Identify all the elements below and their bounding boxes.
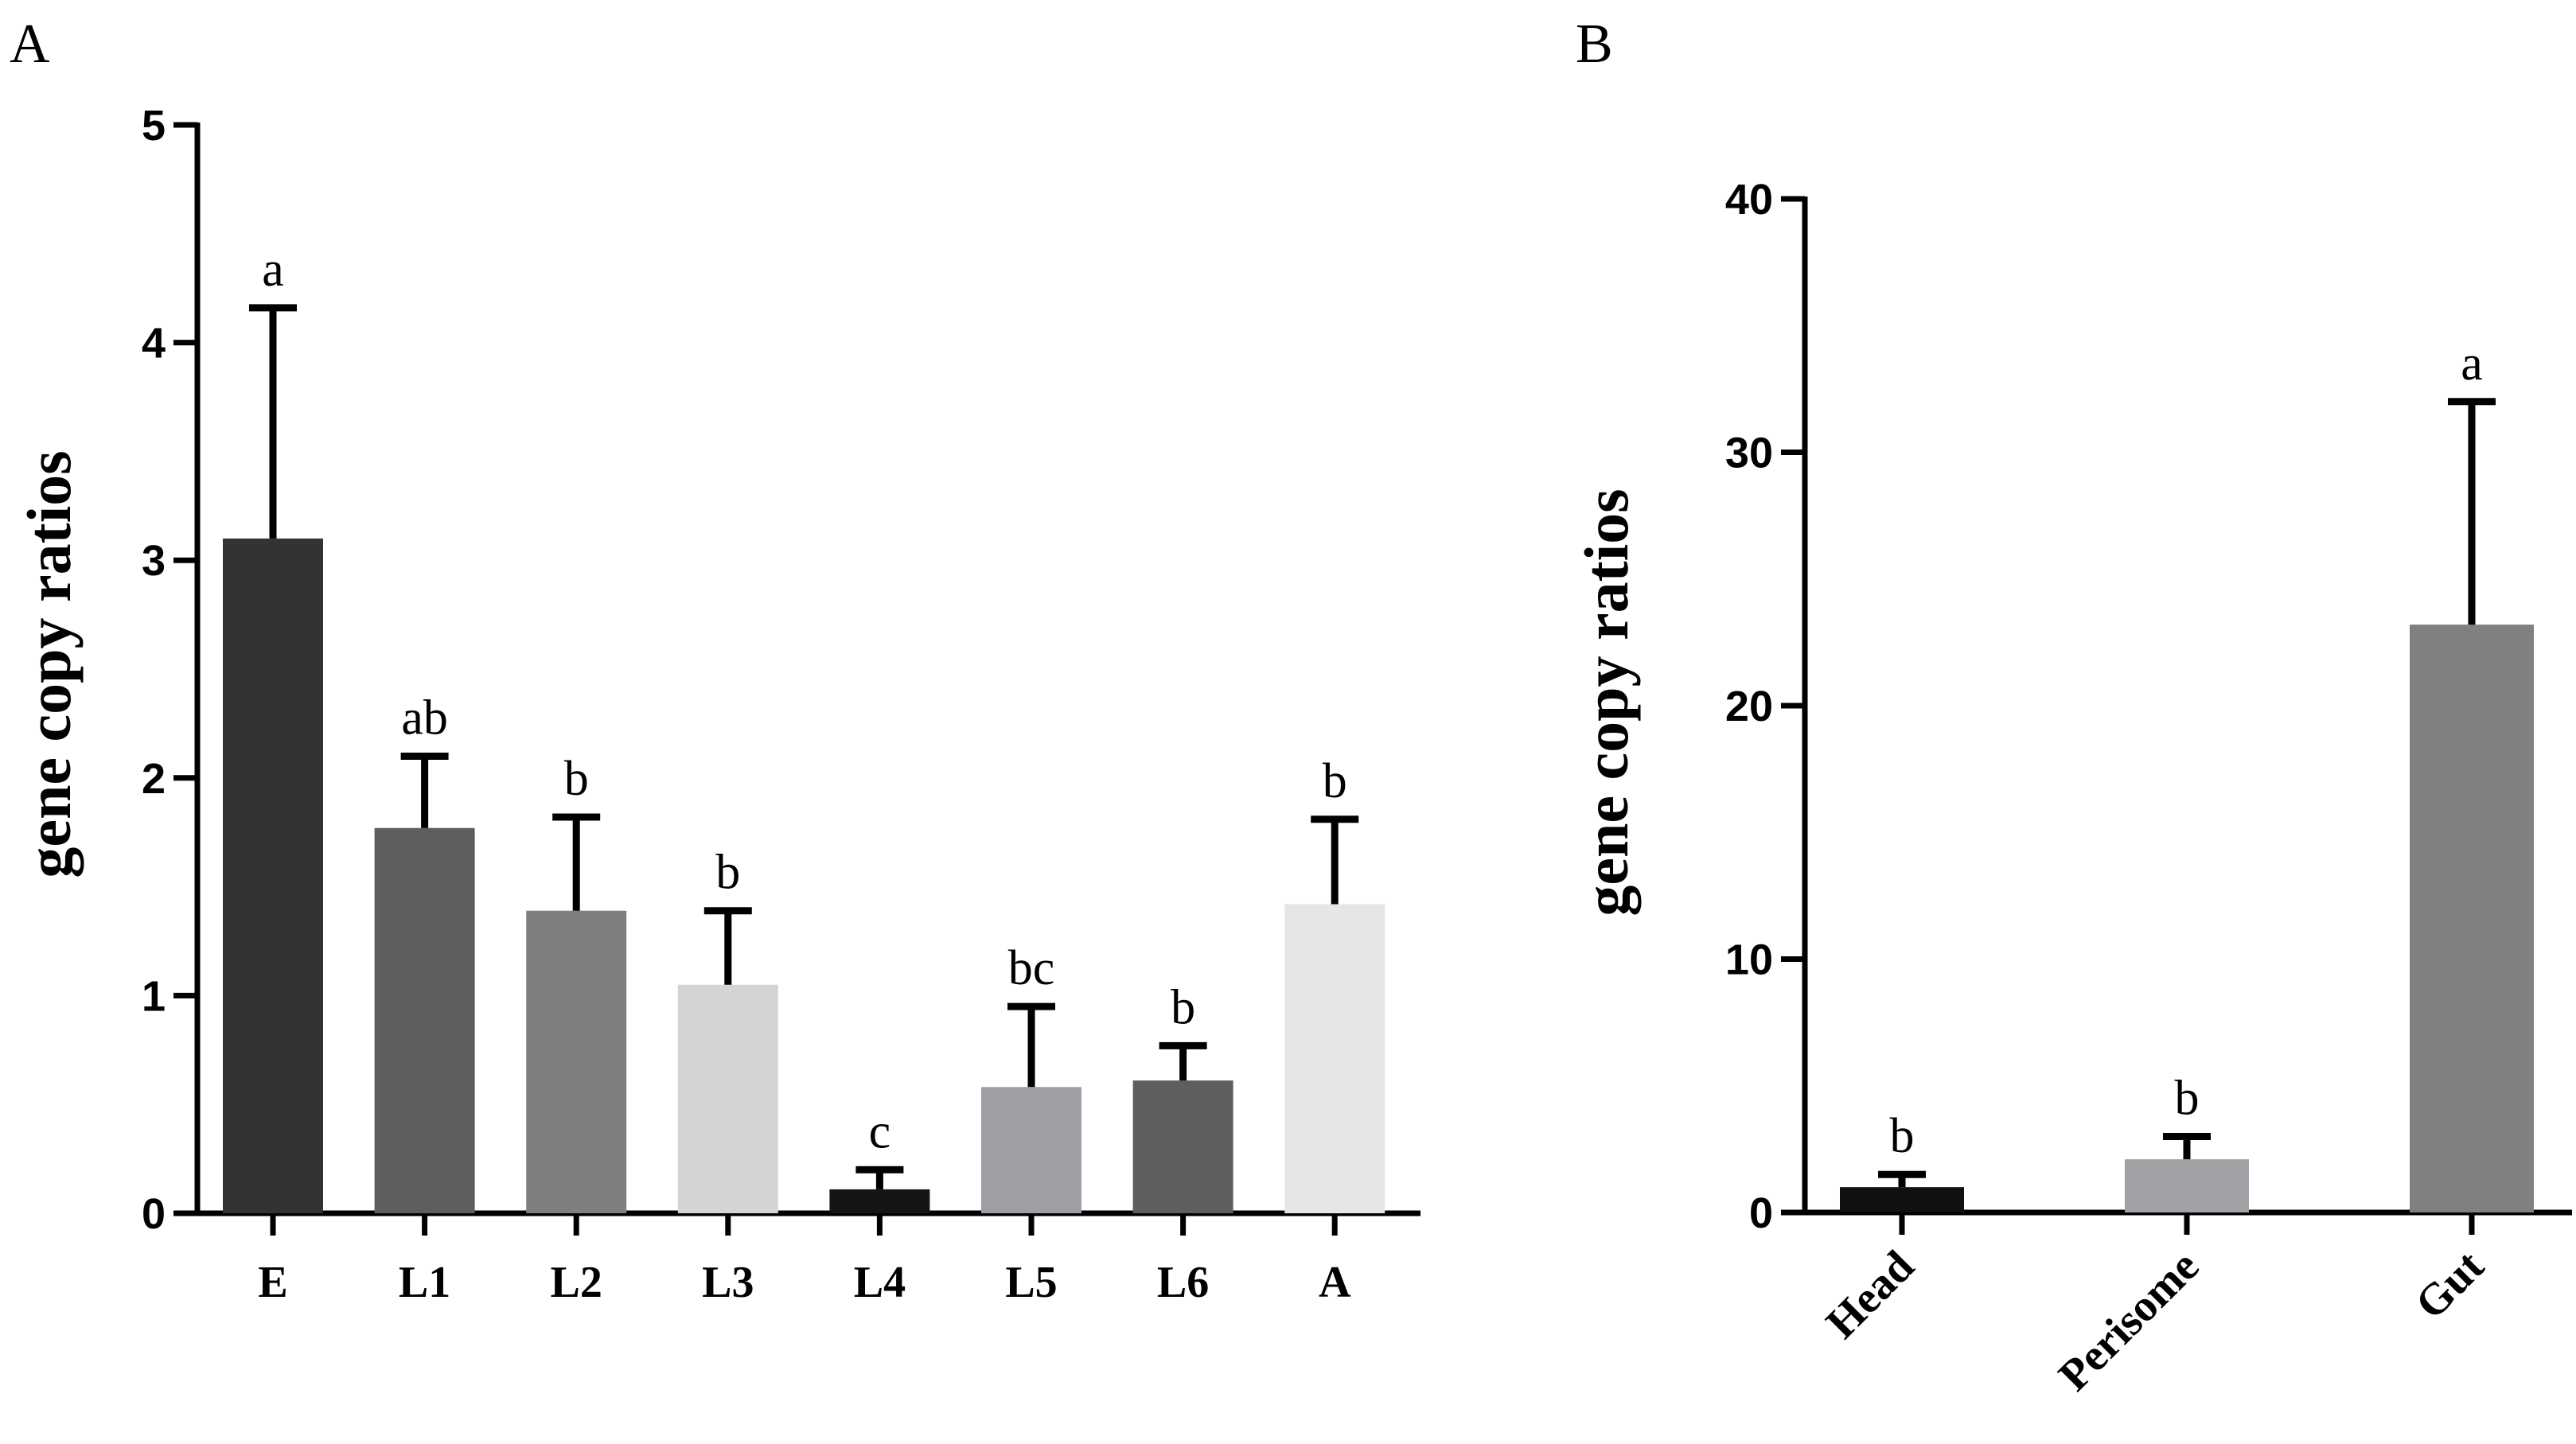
- panel-b-bar-head: [1840, 1187, 1964, 1212]
- panel-b-y-tick-label: 10: [1725, 936, 1773, 984]
- panel-a-y-tick-label: 4: [142, 320, 166, 368]
- panel-a-bar-l1: [374, 827, 475, 1213]
- panel-b-bar-perisome: [2125, 1159, 2249, 1212]
- panel-a-error-bar-l2: [552, 813, 601, 911]
- panel-b-x-tick-label: Gut: [2406, 1241, 2493, 1329]
- panel-a-bar-l5: [981, 1087, 1081, 1213]
- panel-a-x-tick-label: A: [1319, 1258, 1351, 1307]
- panel-b-error-bar-head: [1878, 1170, 1926, 1188]
- panel-b-significance-label: a: [2461, 337, 2483, 391]
- panel-a-significance-label: a: [262, 243, 284, 297]
- panel-a-x-tick-label: L5: [1005, 1258, 1057, 1307]
- panel-b-significance-label: b: [2175, 1071, 2200, 1125]
- panel-a-label: A: [10, 14, 50, 75]
- panel-b-y-tick-label: 0: [1749, 1189, 1773, 1237]
- panel-a-significance-label: ab: [401, 691, 448, 745]
- panel-a-y-tick-label: 3: [142, 537, 166, 585]
- panel-b-bar-gut: [2410, 625, 2534, 1212]
- panel-a: A gene copy ratios 0 1 2 3 4 5 a Eab L1 b L2 b L3 c L4…: [10, 14, 1421, 1307]
- panel-a-x-tick-label: L3: [702, 1258, 754, 1307]
- panel-a-bar-l2: [526, 910, 627, 1213]
- panel-b-y-axis-label: gene copy ratios: [1572, 488, 1641, 916]
- panel-a-error-bar-e: [249, 304, 297, 539]
- panel-a-y-tick-label: 0: [142, 1190, 166, 1238]
- panel-a-x-tick-label: L1: [399, 1258, 450, 1307]
- panel-b-y-tick-label: 30: [1725, 430, 1773, 477]
- panel-a-error-bar-l5: [1007, 1002, 1055, 1088]
- panel-a-error-bar-l6: [1159, 1041, 1207, 1081]
- panel-a-significance-label: b: [715, 846, 740, 900]
- panel-b-y-tick-label: 20: [1725, 683, 1773, 730]
- panel-a-bar-a: [1284, 904, 1385, 1213]
- panel-b-x-tick-label: Head: [1817, 1241, 1923, 1348]
- panel-b-plot: 010203040bHeadbPerisomeaGutcFat body: [1725, 176, 2572, 1400]
- panel-a-error-bar-a: [1311, 815, 1359, 905]
- panel-a-error-bar-l3: [703, 907, 752, 985]
- panel-a-x-tick-label: E: [258, 1258, 287, 1307]
- panel-b-x-tick-label: Perisome: [2049, 1241, 2208, 1400]
- panel-a-y-tick-label: 2: [142, 755, 166, 803]
- panel-a-y-tick-label: 5: [142, 102, 166, 150]
- panel-b-error-bar-gut: [2448, 398, 2496, 625]
- panel-a-significance-label: bc: [1008, 941, 1055, 995]
- panel-b-error-bar-perisome: [2163, 1132, 2211, 1160]
- panel-a-bar-l3: [677, 984, 778, 1213]
- panel-a-y-axis-label: gene copy ratios: [14, 450, 84, 878]
- panel-a-x-tick-label: L6: [1157, 1258, 1209, 1307]
- panel-a-x-tick-label: L4: [854, 1258, 906, 1307]
- panel-a-y-tick-label: 1: [142, 972, 166, 1020]
- panel-a-plot: 0 1 2 3 4 5 a Eab L1 b L2 b L3 c L4 bc L5 b L6 b A: [142, 102, 1421, 1307]
- panel-a-significance-label: b: [564, 752, 589, 806]
- panel-a-bar-l6: [1132, 1080, 1233, 1213]
- panel-b: B gene copy ratios 0 10 20 30 40 b Head b Periso…: [1572, 14, 2572, 1400]
- panel-b-label: B: [1576, 14, 1613, 75]
- panel-a-bar-e: [223, 538, 323, 1213]
- panel-a-error-bar-l1: [400, 752, 449, 828]
- panel-a-bar-l4: [829, 1189, 930, 1213]
- panel-a-error-bar-l4: [855, 1166, 904, 1189]
- panel-b-y-tick-label: 40: [1725, 176, 1773, 224]
- panel-a-x-tick-label: L2: [551, 1258, 602, 1307]
- panel-a-significance-label: c: [869, 1104, 891, 1158]
- panel-a-significance-label: b: [1171, 980, 1195, 1034]
- panel-a-significance-label: b: [1323, 754, 1347, 808]
- panel-b-significance-label: b: [1890, 1109, 1915, 1163]
